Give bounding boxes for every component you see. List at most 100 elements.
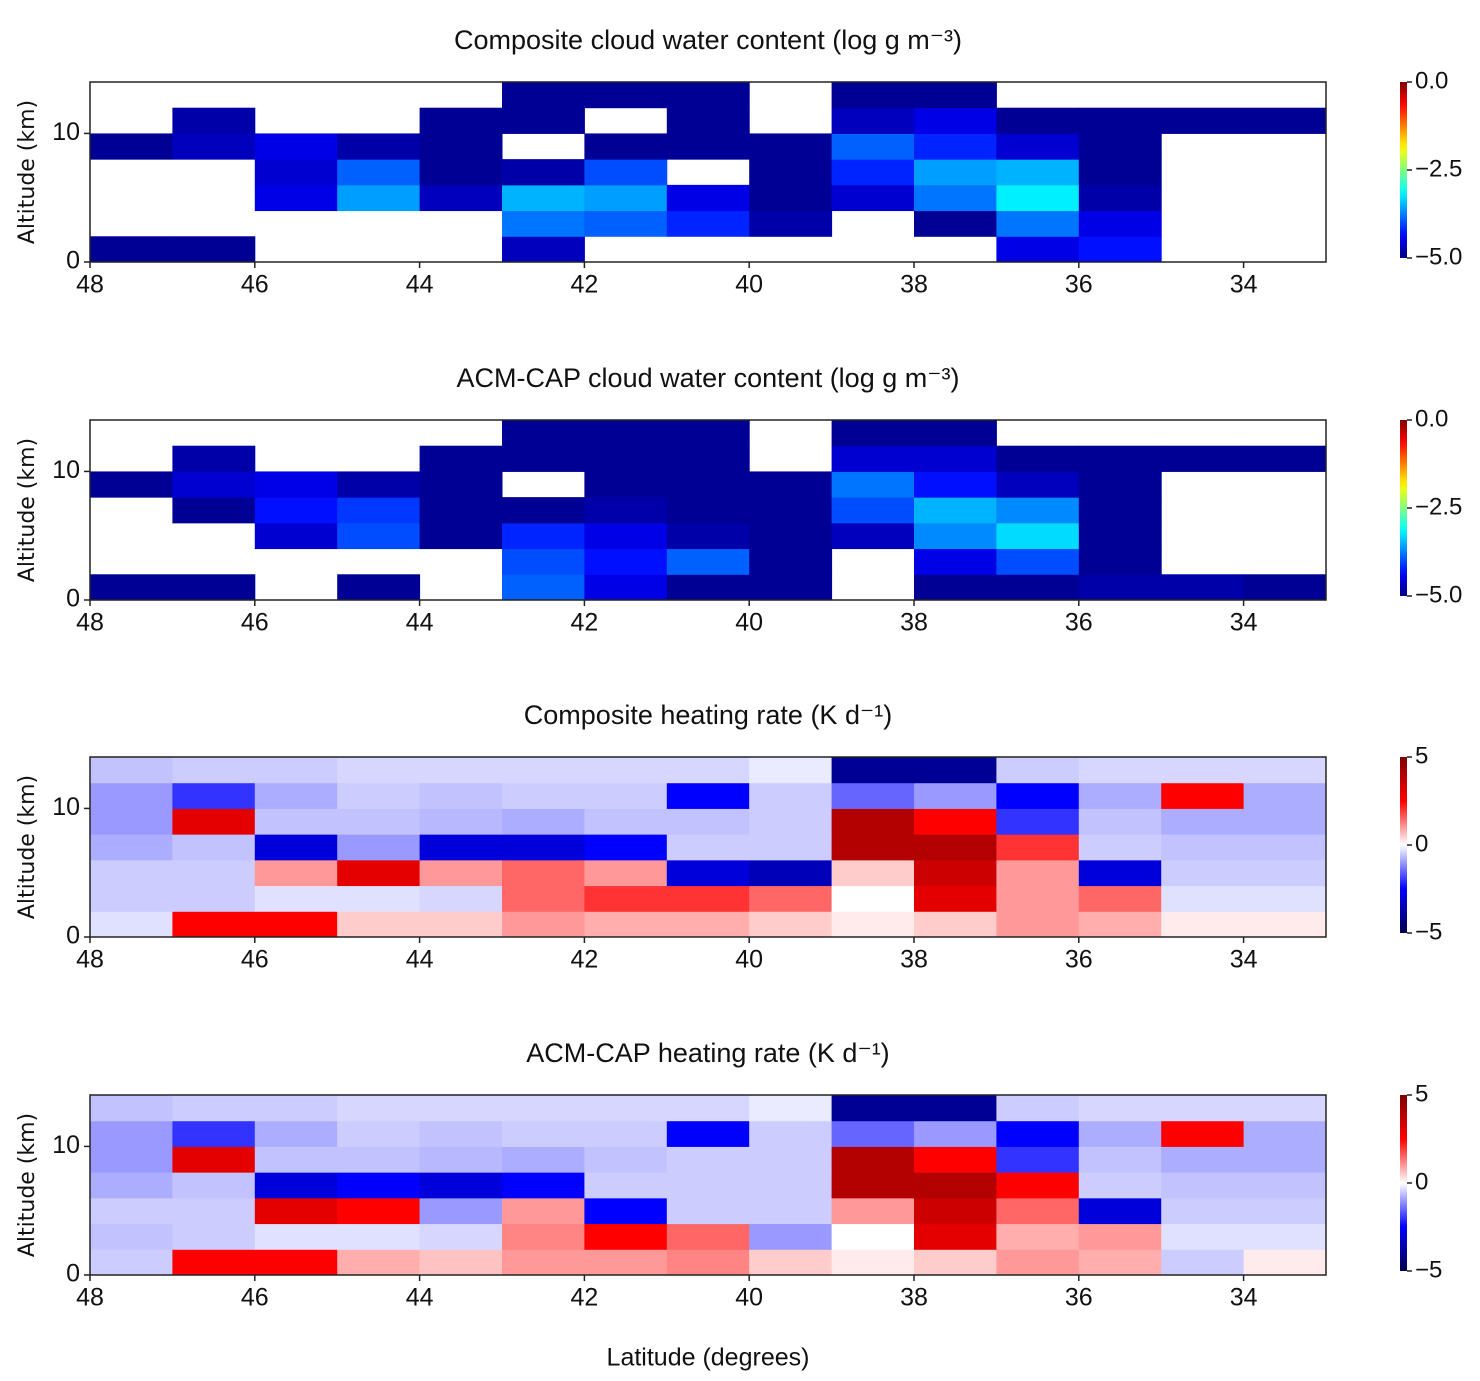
heatmap-cell (172, 107, 256, 134)
heatmap-cell (1243, 1249, 1327, 1276)
heatmap-cell (666, 471, 750, 498)
y-tick-label: 0 (66, 585, 80, 613)
x-tick-label: 36 (1065, 946, 1093, 974)
heatmap-cell (996, 184, 1080, 212)
heatmap-cell (337, 133, 421, 160)
heatmap-cell (1161, 1197, 1245, 1225)
heatmap-cell (666, 497, 750, 524)
heatmap-cell (172, 574, 256, 601)
colorbar-tick-label: 0 (1415, 830, 1428, 857)
heatmap-cell (666, 757, 750, 784)
heatmap-cell (584, 133, 668, 160)
heatmap-cell (1161, 834, 1245, 861)
heatmap-cell (666, 1172, 750, 1199)
heatmap-cell (831, 1249, 915, 1276)
colorbar-tick-label: 0.0 (1415, 405, 1448, 432)
heatmap-cell (831, 1095, 915, 1122)
heatmap-cell (337, 782, 421, 809)
heatmap-cell (1243, 445, 1327, 472)
x-tick-label: 34 (1230, 946, 1258, 974)
heatmap-cell (337, 834, 421, 861)
heatmap-cell (1078, 574, 1162, 601)
heatmap-cell (666, 133, 750, 160)
heatmap-cell (1078, 1120, 1162, 1147)
x-tick-label: 44 (406, 946, 434, 974)
heatmap-cell (419, 1120, 503, 1147)
heatmap-cell (502, 522, 585, 550)
heatmap-cell (172, 1146, 256, 1173)
heatmap-cell (337, 1223, 421, 1250)
heatmap-cell (172, 1249, 256, 1276)
heatmap-cell (996, 834, 1080, 861)
heatmap-cell (254, 808, 338, 835)
heatmap-cell (996, 1095, 1080, 1122)
heatmap-cell (996, 1249, 1080, 1276)
heatmap-cell (337, 574, 421, 601)
heatmap-cell (419, 911, 503, 938)
heatmap-cell (831, 159, 915, 186)
heatmap-cell (996, 757, 1080, 784)
heatmap-cell (90, 1095, 173, 1122)
heatmap-cell (502, 107, 585, 134)
heatmap-cell (831, 184, 915, 212)
heatmap-cell (172, 236, 256, 263)
heatmap-cell (1078, 184, 1162, 212)
heatmap-cell (1078, 808, 1162, 835)
heatmap-cell (1243, 859, 1327, 887)
x-tick-label: 46 (241, 271, 269, 299)
plot-frame (89, 419, 1327, 601)
heatmap-cell (172, 445, 256, 472)
heatmap-cell (502, 210, 585, 237)
colorbar-tick-label: −5 (1415, 1256, 1442, 1283)
colorbar-tick-label: −2.5 (1415, 155, 1462, 182)
heatmap-cell (584, 184, 668, 212)
heatmap-cell (502, 184, 585, 212)
heatmap-cell (502, 445, 585, 472)
heatmap-cell (1243, 1120, 1327, 1147)
heatmap-cell (419, 445, 503, 472)
heatmap-cell (337, 1172, 421, 1199)
heatmap-cell (419, 1146, 503, 1173)
heatmap-cell (666, 420, 750, 447)
panel-title: ACM-CAP heating rate (K d⁻¹) (526, 1038, 889, 1068)
heatmap-cell (914, 471, 997, 498)
heatmap-cell (1078, 445, 1162, 472)
y-axis-label: Altitude (km) (15, 775, 40, 919)
heatmap-cell (914, 133, 997, 160)
heatmap-cell (996, 471, 1080, 498)
heatmap-cell (254, 1223, 338, 1250)
heatmap-cell (831, 782, 915, 809)
heatmap-cell (831, 107, 915, 134)
heatmap-cell (502, 420, 585, 447)
colorbar (1400, 420, 1407, 596)
heatmap-cell (749, 522, 833, 550)
y-tick-label: 10 (52, 1131, 80, 1159)
heatmap-cell (337, 1095, 421, 1122)
heatmap-cell (419, 133, 503, 160)
heatmap-cell (1078, 133, 1162, 160)
heatmap-cell (749, 1095, 833, 1122)
heatmap-cell (584, 574, 668, 601)
heatmap-cell (749, 808, 833, 835)
heatmap-cell (172, 1095, 256, 1122)
heatmap-cell (90, 1197, 173, 1225)
heatmap-cell (584, 1120, 668, 1147)
heatmap-cell (419, 757, 503, 784)
x-tick-label: 36 (1065, 271, 1093, 299)
plot-frame (89, 1094, 1327, 1276)
heatmap-cell (1078, 1172, 1162, 1199)
colorbar-tick-label: −2.5 (1415, 493, 1462, 520)
heatmap-cell (1078, 522, 1162, 550)
heatmap-cell (1243, 911, 1327, 938)
x-tick-label: 38 (900, 271, 928, 299)
heatmap-cell (337, 1249, 421, 1276)
heatmap-cell (1161, 782, 1245, 809)
heatmap-cell (831, 808, 915, 835)
heatmap-cell (584, 859, 668, 887)
colorbar-tick-label: 0.0 (1415, 67, 1448, 94)
heatmap-cell (419, 859, 503, 887)
heatmap-cell (996, 885, 1080, 912)
y-axis-label: Altitude (km) (15, 438, 40, 582)
heatmap-cell (831, 133, 915, 160)
heatmap-cell (996, 1120, 1080, 1147)
